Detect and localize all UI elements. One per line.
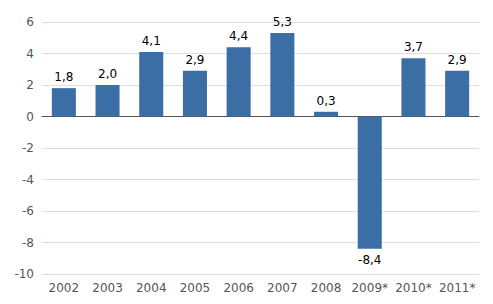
- svg-text:2010*: 2010*: [395, 281, 432, 295]
- svg-text:2004: 2004: [136, 281, 167, 295]
- svg-text:4,1: 4,1: [142, 34, 161, 48]
- svg-text:2002: 2002: [49, 281, 80, 295]
- svg-text:2011*: 2011*: [439, 281, 476, 295]
- svg-text:-10: -10: [14, 267, 34, 281]
- svg-text:2009*: 2009*: [351, 281, 388, 295]
- svg-text:2005: 2005: [180, 281, 211, 295]
- svg-text:3,7: 3,7: [404, 40, 423, 54]
- svg-text:2,0: 2,0: [98, 67, 117, 81]
- svg-text:4,4: 4,4: [229, 29, 248, 43]
- svg-text:-6: -6: [22, 204, 34, 218]
- svg-text:1,8: 1,8: [54, 70, 73, 84]
- svg-text:2003: 2003: [92, 281, 123, 295]
- svg-text:2,9: 2,9: [448, 53, 467, 67]
- svg-text:0: 0: [26, 110, 34, 124]
- svg-text:2007: 2007: [267, 281, 298, 295]
- svg-text:2,9: 2,9: [185, 53, 204, 67]
- svg-text:-2: -2: [22, 141, 34, 155]
- svg-text:-8: -8: [22, 236, 34, 250]
- svg-text:2006: 2006: [223, 281, 254, 295]
- svg-text:6: 6: [26, 15, 34, 29]
- svg-text:-4: -4: [22, 173, 34, 187]
- svg-text:0,3: 0,3: [317, 94, 336, 108]
- svg-text:2: 2: [26, 78, 34, 92]
- svg-text:4: 4: [26, 47, 34, 61]
- svg-text:5,3: 5,3: [273, 15, 292, 29]
- svg-text:-8,4: -8,4: [358, 253, 381, 267]
- svg-text:2008: 2008: [311, 281, 342, 295]
